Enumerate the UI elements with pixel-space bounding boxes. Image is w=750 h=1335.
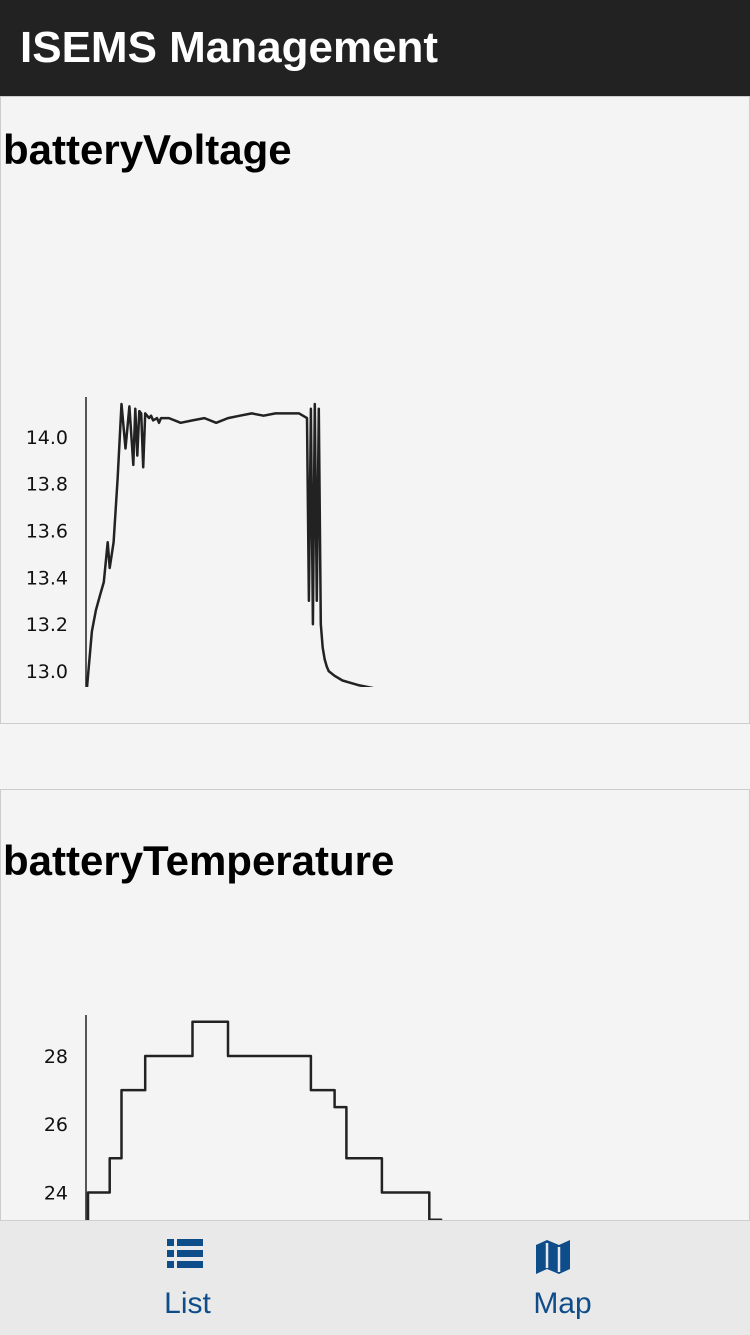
battery-voltage-y-tick-label: 13.8 [26,474,68,496]
battery-voltage-y-tick-label: 13.2 [26,614,68,636]
battery-temperature-y-tick-label: 24 [44,1182,68,1204]
battery-voltage-series-line [85,402,375,687]
page-title: ISEMS Management [20,23,439,72]
bottom-tab-bar: List Map [0,1220,750,1335]
chart-title-battery-temperature: batteryTemperature [3,837,395,884]
battery-voltage-y-tick-label: 13.4 [26,567,68,589]
tab-list-label: List [164,1287,211,1320]
tab-list[interactable]: List [0,1221,375,1335]
battery-voltage-y-tick-label: 14.0 [26,427,68,449]
app-header: ISEMS Management [0,0,750,96]
list-icon [167,1239,203,1268]
battery-temperature-card: batteryTemperature 24 26 28 [0,789,750,1241]
tab-map[interactable]: Map [375,1221,750,1335]
battery-voltage-y-tick-label: 13.0 [26,661,68,683]
tab-map-label: Map [533,1287,592,1320]
battery-temperature-chart: 24 26 28 [44,1015,443,1230]
battery-voltage-y-tick-label: 13.6 [26,521,68,543]
battery-temperature-series-line [86,1020,443,1228]
battery-voltage-chart: 12.813.013.213.413.613.814.012 PM06 PMJu… [26,397,375,687]
battery-temperature-y-tick-label: 26 [44,1114,68,1136]
map-icon [536,1240,570,1274]
battery-temperature-y-tick-label: 28 [44,1046,68,1068]
battery-voltage-card: batteryVoltage 12.813.013.213.413.613.81… [0,96,750,724]
chart-title-battery-voltage: batteryVoltage [3,126,292,173]
